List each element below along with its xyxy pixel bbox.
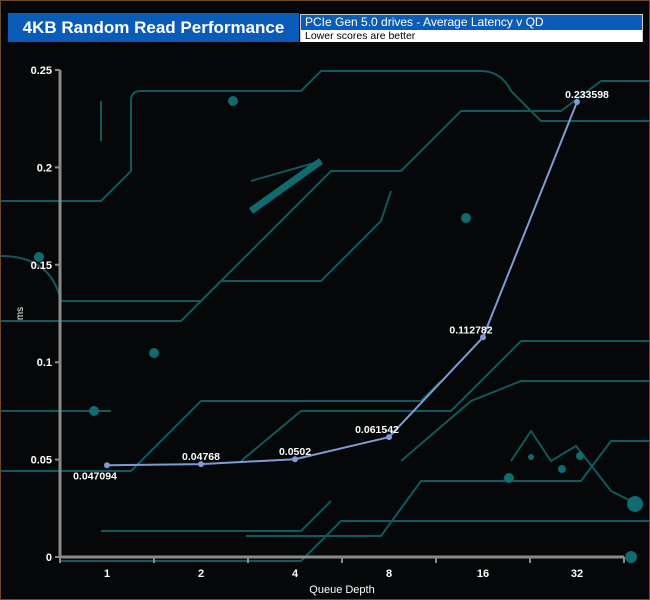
data-point <box>480 334 486 341</box>
subtitle-box: PCIe Gen 5.0 drives - Average Latency v … <box>300 14 643 42</box>
y-tick-label: 0.1 <box>37 357 52 369</box>
data-point <box>104 462 110 469</box>
x-tick-label: 8 <box>386 568 392 580</box>
data-point <box>574 98 580 105</box>
x-tick-label: 16 <box>477 568 489 580</box>
data-label: 0.233598 <box>565 89 609 101</box>
data-label: 0.061542 <box>355 424 399 436</box>
y-tick-label: 0 <box>46 552 52 564</box>
data-point <box>386 434 392 441</box>
data-label: 0.04768 <box>182 451 220 463</box>
data-label: 0.112782 <box>449 324 492 336</box>
data-point <box>198 461 204 468</box>
x-axis-title: Queue Depth <box>309 584 374 596</box>
data-label: 0.047094 <box>73 470 117 482</box>
x-tick-label: 2 <box>198 568 204 580</box>
data-label: 0.0502 <box>279 446 311 458</box>
x-tick-label: 1 <box>104 568 110 580</box>
chart-title: 4KB Random Read Performance <box>8 13 299 42</box>
y-tick-label: 0.25 <box>31 65 52 77</box>
y-axis-title: ms <box>15 307 26 320</box>
y-tick-label: 0.2 <box>37 162 52 174</box>
x-tick-label: 4 <box>292 568 299 580</box>
y-tick-label: 0.05 <box>31 455 52 467</box>
chart-note: Lower scores are better <box>301 30 642 42</box>
series-line <box>106 101 578 467</box>
y-tick-label: 0.15 <box>31 260 52 272</box>
data-point <box>292 456 298 463</box>
x-tick-label: 32 <box>571 568 583 580</box>
chart-subtitle: PCIe Gen 5.0 drives - Average Latency v … <box>301 15 642 30</box>
